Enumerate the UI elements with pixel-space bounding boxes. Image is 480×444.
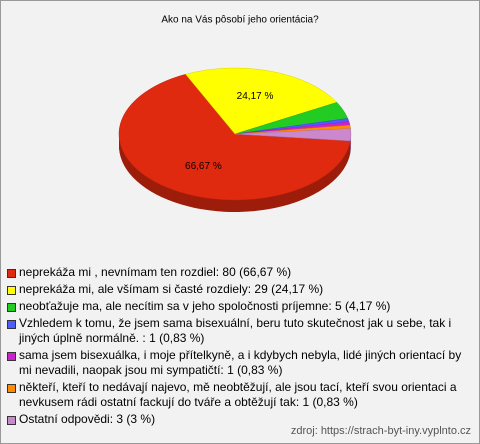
legend-item: neobťažuje ma, ale necítim sa v jeho spo… [7, 299, 473, 314]
legend-item: neprekáža mi, ale všímam si časté rozdie… [7, 282, 473, 297]
legend-label: někteří, kteří to nedávají najevo, mě ne… [19, 380, 457, 409]
slice [118, 73, 351, 201]
legend-label: neprekáža mi, ale všímam si časté rozdie… [19, 282, 324, 296]
legend-label: Vzhledem k tomu, že jsem sama bisexuální… [19, 316, 452, 345]
data-label: 24,17 % [237, 91, 274, 102]
slice [185, 67, 338, 135]
legend: neprekáža mi , nevnímam ten rozdiel: 80 … [7, 265, 473, 429]
legend-swatch [7, 320, 16, 329]
data-label: 66,67 % [185, 161, 222, 172]
legend-swatch [7, 286, 16, 295]
legend-swatch [7, 303, 16, 312]
source: zdroj: https://strach-byt-iny.vyplnto.cz [290, 425, 471, 437]
legend-item: někteří, kteří to nedávají najevo, mě ne… [7, 380, 473, 410]
legend-item: neprekáža mi , nevnímam ten rozdiel: 80 … [7, 265, 473, 280]
slice [234, 128, 352, 142]
legend-item: Ostatní odpovědi: 3 (3 %) [7, 412, 473, 427]
legend-label: neobťažuje ma, ale necítim sa v jeho spo… [19, 299, 391, 313]
chart-title: Ako na Vás pôsobí jeho orientácia? [161, 15, 319, 26]
legend-swatch [7, 352, 16, 361]
legend-item: Vzhledem k tomu, že jsem sama bisexuální… [7, 316, 473, 346]
legend-label: sama jsem bisexuálka, i moje přítelkyně,… [19, 348, 462, 377]
legend-label: neprekáža mi , nevnímam ten rozdiel: 80 … [19, 265, 292, 279]
chart: Ako na Vás pôsobí jeho orientácia? 66,67… [118, 15, 352, 212]
legend-swatch [7, 416, 16, 425]
legend-item: sama jsem bisexuálka, i moje přítelkyně,… [7, 348, 473, 378]
legend-swatch [7, 269, 16, 278]
legend-swatch [7, 384, 16, 393]
legend-label: Ostatní odpovědi: 3 (3 %) [19, 412, 156, 426]
